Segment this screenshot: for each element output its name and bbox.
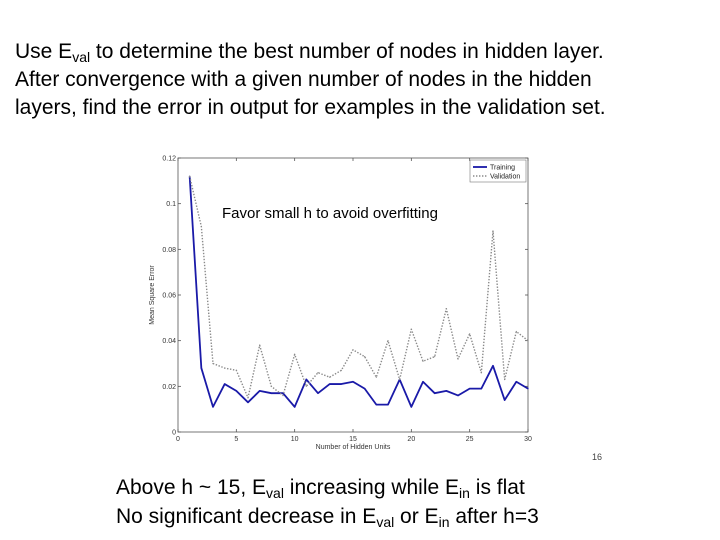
validation-point: [515, 330, 517, 333]
training-series-line: [188, 176, 529, 408]
training-point: [410, 406, 412, 408]
training-point: [294, 406, 296, 408]
validation-point: [399, 378, 401, 381]
validation-point: [492, 230, 494, 232]
x-tick-label: 0: [176, 436, 180, 443]
validation-point: [527, 340, 529, 342]
y-tick-label: 0.1: [166, 201, 176, 208]
validation-point: [434, 356, 436, 358]
validation-point: [375, 376, 377, 378]
slide-intro-text: Use Eval to determine the best number of…: [15, 38, 715, 122]
validation-point: [340, 369, 342, 371]
validation-point: [457, 358, 459, 360]
legend-box: [469, 159, 527, 183]
validation-point: [247, 397, 249, 399]
plot-frame: [177, 157, 529, 433]
y-tick-label: 0.02: [162, 384, 176, 391]
intro-line-1: Use Eval to determine the best number of…: [15, 40, 604, 65]
x-tick-label: 30: [524, 436, 532, 443]
validation-point: [259, 344, 261, 346]
slide-conclusion-text: Above h ~ 15, Eval increasing while Ein …: [116, 473, 716, 531]
x-axis-label: Number of Hidden Units: [316, 444, 391, 451]
validation-point: [270, 385, 272, 387]
validation-point: [224, 367, 226, 369]
validation-point: [469, 333, 471, 335]
validation-point: [480, 372, 482, 374]
intro-line-3: layers, find the error in output for exa…: [15, 96, 606, 119]
training-point: [247, 401, 249, 403]
training-point: [352, 381, 354, 383]
validation-point: [410, 328, 412, 330]
training-point: [270, 392, 272, 394]
training-point: [224, 383, 226, 385]
validation-point: [422, 360, 424, 362]
validation-point: [387, 340, 389, 342]
y-tick-label: 0.04: [162, 338, 176, 345]
training-point: [212, 406, 214, 408]
y-tick-label: 0.12: [162, 156, 176, 163]
training-point: [457, 394, 459, 397]
training-point: [305, 378, 307, 381]
x-tick-label: 15: [349, 436, 357, 443]
validation-point: [235, 369, 237, 371]
training-point: [235, 390, 237, 392]
chart-annotation: Favor small h to avoid overfitting: [222, 205, 438, 222]
legend-label-validation: Validation: [490, 174, 520, 181]
training-point: [445, 390, 447, 392]
training-point: [259, 390, 261, 392]
training-point: [504, 399, 506, 401]
y-tick-label: 0: [172, 430, 176, 437]
validation-point: [189, 175, 191, 177]
validation-point: [317, 372, 319, 374]
x-tick-label: 20: [407, 436, 415, 443]
validation-point: [364, 356, 366, 358]
training-point: [364, 388, 366, 390]
validation-point: [352, 349, 354, 351]
y-axis-label: Mean Square Error: [149, 265, 156, 325]
validation-series-line: [188, 176, 529, 399]
training-point: [200, 367, 202, 369]
validation-point: [282, 394, 284, 397]
y-tick-label: 0.08: [162, 247, 176, 254]
intro-line-2: After convergence with a given number of…: [15, 68, 592, 91]
validation-point: [200, 225, 202, 228]
x-tick-label: 10: [291, 436, 299, 443]
training-point: [387, 404, 389, 406]
validation-point: [504, 378, 506, 381]
validation-point: [305, 385, 307, 387]
validation-point: [445, 308, 447, 310]
mse-vs-hidden-units-chart: 0 5 10 15 20 25 30 0 0.02 0.04 0.06 0.08 0.1 0.12 Numb…: [149, 156, 532, 452]
training-point: [422, 381, 424, 383]
conclusion-line-2: No significant decrease in Eval or Ein a…: [116, 505, 539, 530]
training-point: [527, 388, 529, 390]
page-number: 16: [592, 452, 603, 462]
training-point: [515, 381, 517, 383]
x-tick-label: 25: [466, 436, 474, 443]
training-point: [492, 365, 494, 367]
validation-point: [212, 362, 214, 365]
validation-point: [329, 376, 331, 378]
training-point: [329, 383, 331, 385]
training-point: [434, 392, 436, 394]
legend-label-training: Training: [490, 165, 515, 172]
x-tick-label: 5: [234, 436, 238, 443]
training-point: [317, 392, 319, 394]
y-tick-label: 0.06: [162, 293, 176, 300]
validation-point: [294, 353, 296, 355]
conclusion-line-1: Above h ~ 15, Eval increasing while Ein …: [116, 476, 525, 501]
training-point: [375, 404, 377, 406]
training-point: [340, 383, 342, 385]
training-point: [469, 388, 471, 390]
training-point: [480, 388, 482, 390]
